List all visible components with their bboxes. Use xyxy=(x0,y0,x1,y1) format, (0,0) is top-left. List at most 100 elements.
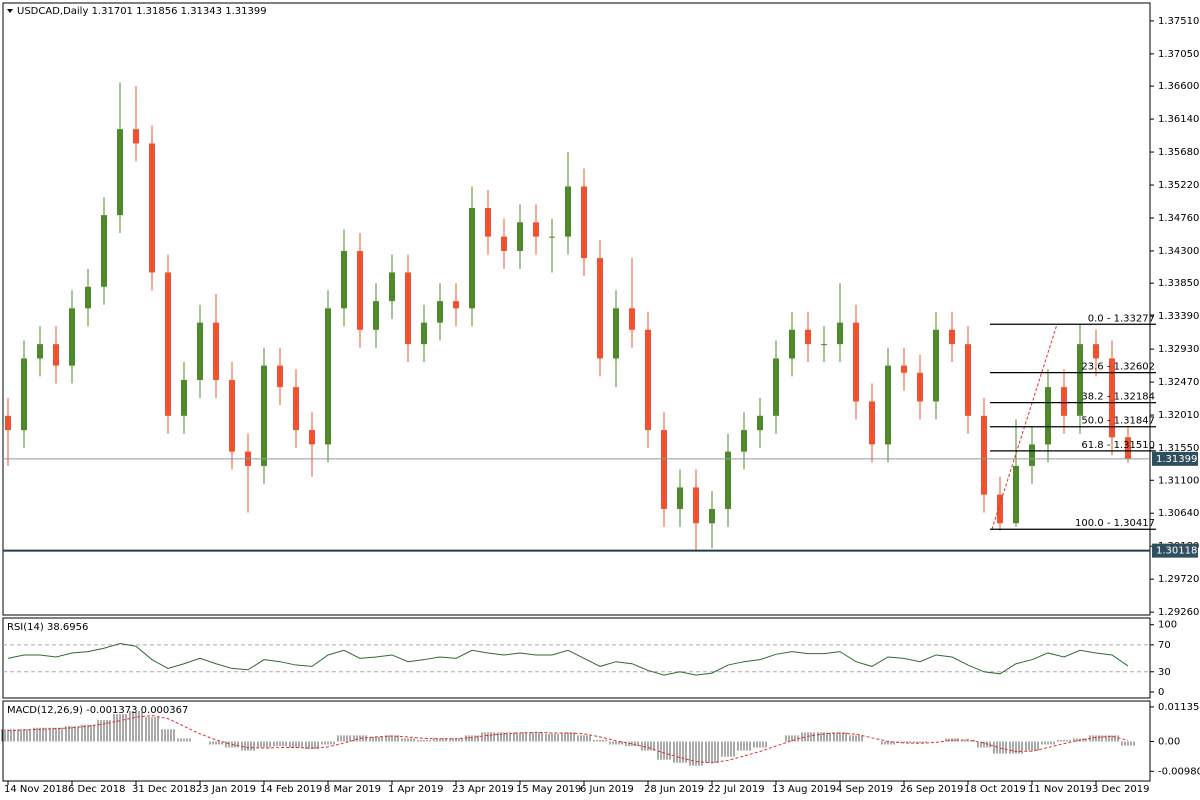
candle-body xyxy=(389,272,395,302)
candle-body xyxy=(357,250,363,330)
candle-body xyxy=(741,430,747,452)
x-tick-label: 15 May 2019 xyxy=(516,784,581,795)
candle-body xyxy=(277,365,283,388)
level-label: 1.30118 xyxy=(1156,546,1197,557)
candle-body xyxy=(565,186,571,237)
candle-body xyxy=(533,222,539,237)
y-tick-label: 1.30640 xyxy=(1158,508,1199,519)
x-tick-label: 23 Jan 2019 xyxy=(196,784,256,795)
y-tick-label: 1.34760 xyxy=(1158,213,1199,224)
y-tick-label: 1.35220 xyxy=(1158,180,1199,191)
chart-header: USDCAD,Daily 1.31701 1.31856 1.31343 1.3… xyxy=(17,6,267,17)
candle-body xyxy=(85,286,91,309)
candle-body xyxy=(37,344,43,359)
candle-body xyxy=(117,129,123,216)
candle-body xyxy=(1029,444,1035,466)
x-tick-label: 6 Dec 2018 xyxy=(68,784,126,795)
y-tick-label: 100 xyxy=(1158,620,1177,631)
y-tick-label: 0.00 xyxy=(1158,736,1180,747)
y-tick-label: 30 xyxy=(1158,667,1171,678)
fib-label: 38.2 - 1.32184 xyxy=(1081,392,1155,403)
candle-body xyxy=(469,207,475,309)
candle-body xyxy=(405,272,411,345)
candle-body xyxy=(101,215,107,287)
candle-body xyxy=(21,358,27,431)
candle-body xyxy=(965,344,971,416)
candle-body xyxy=(661,430,667,509)
candle-body xyxy=(949,329,955,345)
macd-signal xyxy=(7,715,1129,764)
x-tick-label: 28 Jun 2019 xyxy=(644,784,704,795)
candle-body xyxy=(677,487,683,509)
signal-last: 0.000367 xyxy=(141,705,189,716)
x-tick-label: 23 Apr 2019 xyxy=(452,784,514,795)
candle-body xyxy=(373,301,379,330)
candle-body xyxy=(501,236,507,251)
candle-body xyxy=(789,329,795,359)
candle-body xyxy=(917,372,923,402)
candle-body xyxy=(613,308,619,359)
candle-body xyxy=(149,143,155,273)
candle-body xyxy=(837,322,843,345)
x-tick-label: 22 Jul 2019 xyxy=(708,784,765,795)
y-tick-label: 70 xyxy=(1158,640,1171,651)
x-tick-label: 11 Nov 2019 xyxy=(1028,784,1092,795)
fib-label: 0.0 - 1.33277 xyxy=(1088,313,1155,324)
low: 1.31343 xyxy=(181,6,222,17)
y-tick-label: 1.29720 xyxy=(1158,574,1199,585)
candle-body xyxy=(805,329,811,345)
candle-body xyxy=(757,415,763,431)
candle-body xyxy=(69,308,75,366)
candle-body xyxy=(181,379,187,416)
y-tick-label: 0 xyxy=(1158,687,1164,698)
candle-body xyxy=(1061,387,1067,416)
candle-body xyxy=(213,322,219,380)
candle-body xyxy=(437,301,443,323)
fib-label: 61.8 - 1.31510 xyxy=(1081,440,1155,451)
candle-body xyxy=(581,186,587,259)
candle-body xyxy=(1093,344,1099,359)
candle-body xyxy=(197,322,203,380)
open: 1.31701 xyxy=(92,6,133,17)
x-tick-label: 26 Sep 2019 xyxy=(900,784,963,795)
rsi-panel xyxy=(2,617,1151,699)
fib-label: 100.0 - 1.30417 xyxy=(1075,518,1155,529)
candle-body xyxy=(629,308,635,330)
y-tick-label: -0.009807 xyxy=(1158,766,1200,777)
x-tick-label: 8 Mar 2019 xyxy=(324,784,381,795)
candle-body xyxy=(341,250,347,309)
y-tick-label: 1.32930 xyxy=(1158,344,1199,355)
y-tick-label: 1.33850 xyxy=(1158,278,1199,289)
candle-body xyxy=(53,344,59,366)
candle-body xyxy=(981,415,987,495)
candle-body xyxy=(1109,358,1115,438)
candle-body xyxy=(5,415,11,431)
rsi-last: 38.6956 xyxy=(47,622,88,633)
x-tick-label: 4 Sep 2019 xyxy=(836,784,893,795)
y-tick-label: 1.32470 xyxy=(1158,377,1199,388)
macd-title: MACD(12,26,9) xyxy=(7,705,83,716)
x-tick-label: 6 Jun 2019 xyxy=(580,784,634,795)
candle-body xyxy=(1045,387,1051,445)
level-label-bg xyxy=(1152,543,1198,558)
price-label-bg xyxy=(1152,451,1198,466)
candle-body xyxy=(1013,465,1019,524)
y-tick-label: 1.36600 xyxy=(1158,81,1199,92)
x-tick-label: 1 Apr 2019 xyxy=(388,784,443,795)
macd-header: MACD(12,26,9) -0.001373 0.000367 xyxy=(7,705,188,716)
x-tick-label: 14 Feb 2019 xyxy=(260,784,322,795)
candle-body xyxy=(549,236,555,238)
candle-body xyxy=(1077,344,1083,416)
candle-body xyxy=(725,451,731,509)
high: 1.31856 xyxy=(136,6,177,17)
y-tick-label: 1.35680 xyxy=(1158,147,1199,158)
rsi-line xyxy=(7,643,1129,676)
rsi-header: RSI(14) 38.6956 xyxy=(7,622,88,633)
fib-label: 23.6 - 1.32602 xyxy=(1081,362,1155,373)
candle-body xyxy=(517,222,523,251)
candle-body xyxy=(997,494,1003,524)
menu-triangle xyxy=(7,9,13,13)
x-tick-label: 31 Dec 2018 xyxy=(132,784,196,795)
